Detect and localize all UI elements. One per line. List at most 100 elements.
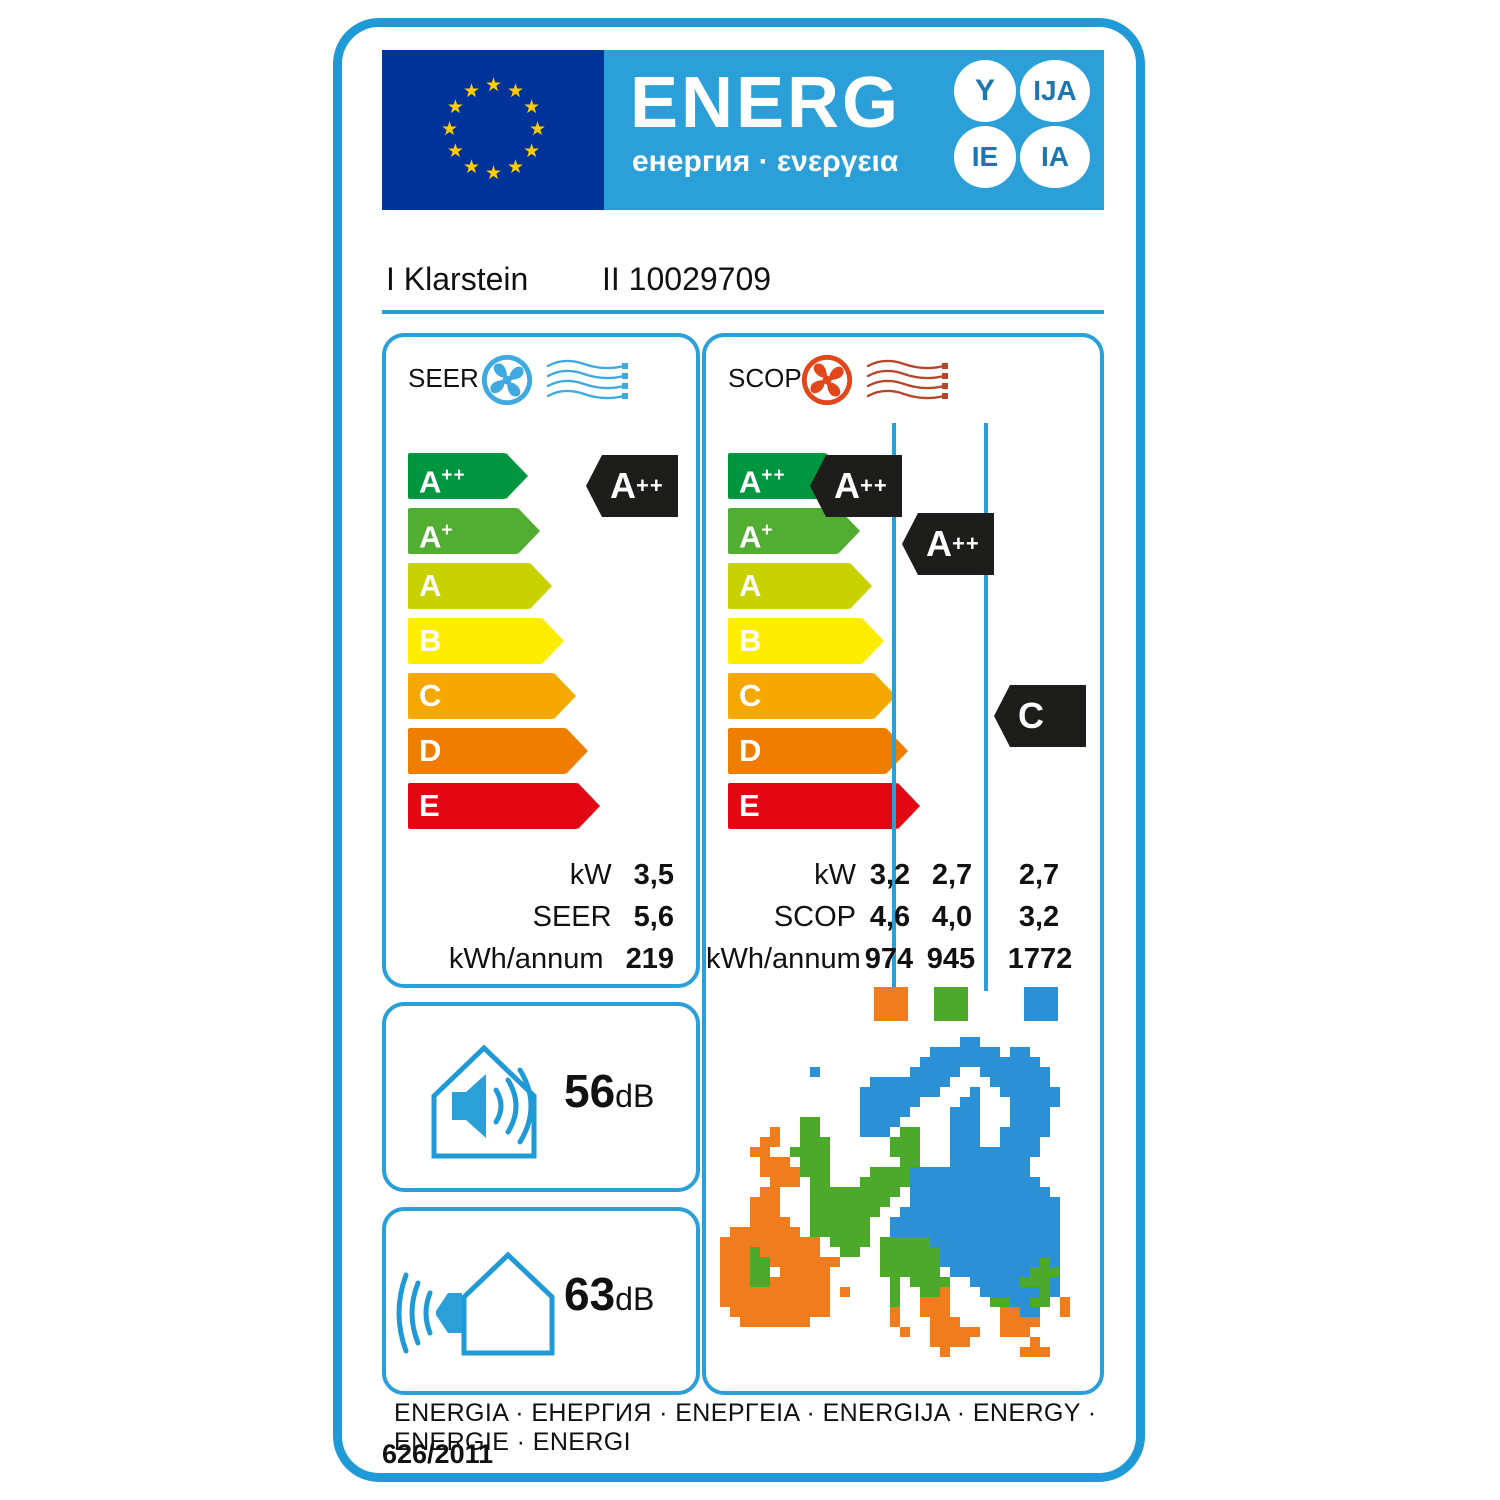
map-cell bbox=[950, 1187, 960, 1197]
map-cell bbox=[950, 1107, 960, 1117]
map-cell bbox=[910, 1127, 920, 1137]
map-cell bbox=[830, 1257, 840, 1267]
map-cell bbox=[980, 1237, 990, 1247]
map-cell bbox=[950, 1137, 960, 1147]
map-cell bbox=[890, 1257, 900, 1267]
map-cell bbox=[920, 1067, 930, 1077]
map-cell bbox=[760, 1287, 770, 1297]
energ-subtitle: енергия · ενεργεια bbox=[632, 145, 899, 178]
map-cell bbox=[910, 1167, 920, 1177]
class-letter: A bbox=[739, 568, 762, 603]
map-cell bbox=[930, 1327, 940, 1337]
map-cell bbox=[800, 1167, 810, 1177]
energy-label: ★ ★ ★ ★ ★ ★ ★ ★ ★ ★ ★ ★ ENERG енергия · ενεργεια Y … bbox=[333, 18, 1145, 1482]
map-cell bbox=[980, 1287, 990, 1297]
map-cell bbox=[820, 1227, 830, 1237]
map-cell bbox=[900, 1167, 910, 1177]
map-cell bbox=[790, 1177, 800, 1187]
map-cell bbox=[950, 1057, 960, 1067]
map-cell bbox=[1030, 1057, 1040, 1067]
map-cell bbox=[860, 1197, 870, 1207]
map-cell bbox=[1040, 1117, 1050, 1127]
map-cell bbox=[760, 1187, 770, 1197]
map-cell bbox=[1010, 1057, 1020, 1067]
eu-flag: ★ ★ ★ ★ ★ ★ ★ ★ ★ ★ ★ ★ bbox=[382, 50, 604, 210]
map-cell bbox=[800, 1257, 810, 1267]
map-cell bbox=[810, 1267, 820, 1277]
map-cell bbox=[990, 1197, 1000, 1207]
map-cell bbox=[1010, 1107, 1020, 1117]
map-cell bbox=[910, 1207, 920, 1217]
map-cell bbox=[810, 1167, 820, 1177]
map-cell bbox=[1030, 1247, 1040, 1257]
map-cell bbox=[860, 1217, 870, 1227]
map-cell bbox=[1000, 1147, 1010, 1157]
map-cell bbox=[1020, 1157, 1030, 1167]
map-cell bbox=[750, 1257, 760, 1267]
map-cell bbox=[880, 1247, 890, 1257]
map-cell bbox=[760, 1207, 770, 1217]
map-cell bbox=[920, 1247, 930, 1257]
map-cell bbox=[800, 1137, 810, 1147]
map-cell bbox=[740, 1317, 750, 1327]
scop-kw-colder: 2,7 bbox=[1018, 859, 1060, 891]
map-cell bbox=[810, 1257, 820, 1267]
map-cell bbox=[870, 1207, 880, 1217]
map-cell bbox=[970, 1107, 980, 1117]
map-cell bbox=[890, 1277, 900, 1287]
map-cell bbox=[730, 1297, 740, 1307]
map-cell bbox=[890, 1147, 900, 1157]
map-cell bbox=[940, 1307, 950, 1317]
brand-model-row: I Klarstein II 10029709 bbox=[382, 255, 1104, 315]
map-cell bbox=[960, 1117, 970, 1127]
circle-ie: IE bbox=[954, 126, 1016, 188]
map-cell bbox=[1030, 1197, 1040, 1207]
map-cell bbox=[960, 1177, 970, 1187]
map-cell bbox=[1000, 1187, 1010, 1197]
seer-row-kwh-label: kWh/annum bbox=[448, 943, 604, 975]
class-bar-tip bbox=[898, 783, 920, 829]
map-cell bbox=[940, 1047, 950, 1057]
map-cell bbox=[1020, 1227, 1030, 1237]
map-cell bbox=[860, 1177, 870, 1187]
map-cell bbox=[940, 1297, 950, 1307]
map-cell bbox=[810, 1137, 820, 1147]
map-cell bbox=[1050, 1257, 1060, 1267]
fan-heating-icon bbox=[801, 354, 853, 406]
map-cell bbox=[1010, 1077, 1020, 1087]
map-cell bbox=[930, 1317, 940, 1327]
map-cell bbox=[840, 1227, 850, 1237]
map-cell bbox=[750, 1247, 760, 1257]
map-cell bbox=[1010, 1267, 1020, 1277]
map-cell bbox=[1020, 1257, 1030, 1267]
map-cell bbox=[1040, 1237, 1050, 1247]
map-cell bbox=[970, 1167, 980, 1177]
map-cell bbox=[950, 1047, 960, 1057]
map-cell bbox=[810, 1217, 820, 1227]
map-cell bbox=[940, 1217, 950, 1227]
map-cell bbox=[890, 1177, 900, 1187]
map-cell bbox=[760, 1167, 770, 1177]
map-cell bbox=[970, 1237, 980, 1247]
seer-panel: SEER A++ A+ A B C D E A ++ kW 3,5 bbox=[382, 333, 700, 988]
map-cell bbox=[1050, 1247, 1060, 1257]
map-cell bbox=[760, 1277, 770, 1287]
map-cell bbox=[720, 1297, 730, 1307]
map-cell bbox=[760, 1157, 770, 1167]
map-cell bbox=[1000, 1177, 1010, 1187]
map-cell bbox=[950, 1257, 960, 1267]
map-cell bbox=[770, 1207, 780, 1217]
map-cell bbox=[770, 1257, 780, 1267]
map-cell bbox=[730, 1287, 740, 1297]
eu-star: ★ bbox=[485, 75, 503, 96]
map-cell bbox=[900, 1147, 910, 1157]
scop-row-label-kwh: kWh/annum bbox=[706, 943, 861, 975]
map-cell bbox=[1010, 1287, 1020, 1297]
map-cell bbox=[760, 1317, 770, 1327]
indoor-noise-value: 56 bbox=[564, 1065, 616, 1117]
class-letter: C bbox=[419, 678, 442, 713]
map-cell bbox=[910, 1247, 920, 1257]
map-cell bbox=[960, 1137, 970, 1147]
outdoor-noise-value-group: 63dB bbox=[564, 1267, 654, 1321]
map-cell bbox=[820, 1197, 830, 1207]
